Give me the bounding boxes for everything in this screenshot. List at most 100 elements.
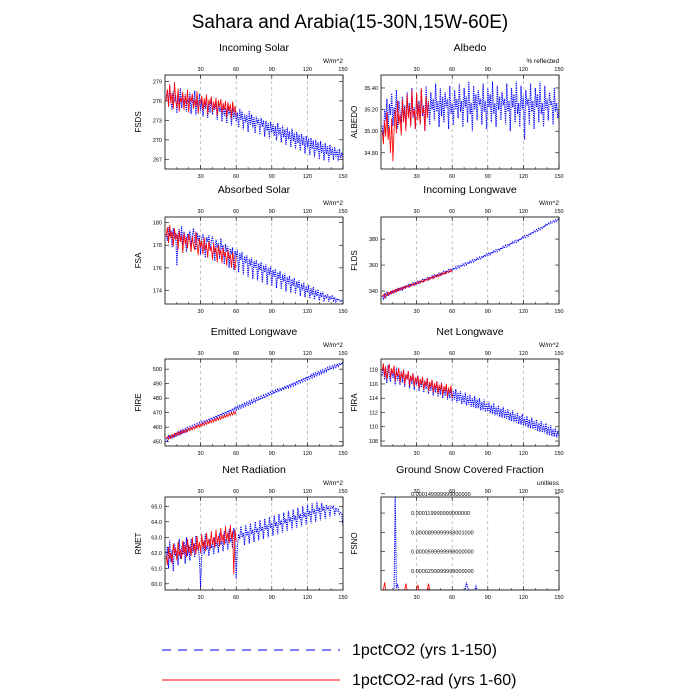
series-line-1pctco2 (382, 497, 559, 590)
x-tick-label-bottom: 30 (198, 595, 204, 601)
x-tick-label-bottom: 30 (414, 309, 420, 315)
x-tick-label-top: 60 (449, 67, 455, 73)
y-tick-label: 108 (369, 439, 378, 445)
x-tick-label-bottom: 30 (198, 451, 204, 457)
panel-title: Absorbed Solar (218, 184, 291, 196)
panel-ground-snow-covered-fraction: Ground Snow Covered Fraction unitless FSNO… (350, 464, 564, 601)
y-tick-label: 63.0 (151, 535, 162, 541)
panel-title: Net Longwave (436, 326, 503, 338)
x-tick-label-top: 120 (519, 67, 528, 73)
y-tick-label: 180 (153, 221, 162, 227)
x-tick-label-top: 120 (303, 489, 312, 495)
x-tick-label-top: 150 (554, 209, 563, 215)
series-line-1pctco2 (165, 501, 343, 587)
y-axis-label: FIRE (134, 393, 143, 411)
x-tick-label-bottom: 120 (519, 309, 528, 315)
series-line-1pctco2 (381, 365, 559, 438)
x-tick-label-top: 90 (269, 351, 275, 357)
x-tick-label-top: 60 (233, 209, 239, 215)
x-tick-label-top: 120 (303, 351, 312, 357)
series-line-1pctco2-rad (165, 524, 237, 575)
x-tick-label-bottom: 150 (554, 174, 563, 180)
units-label: W/m^2 (323, 342, 343, 349)
y-axis-label: ALBEDO (350, 106, 359, 138)
units-label: % reflected (526, 58, 559, 65)
x-tick-label-top: 30 (198, 351, 204, 357)
plot-frame (380, 358, 560, 447)
panel-absorbed-solar: Absorbed Solar W/m^2 FSA 30 30 60 60 90 90 120 120… (134, 184, 348, 315)
x-tick-label-top: 150 (554, 351, 563, 357)
x-tick-label-bottom: 120 (303, 174, 312, 180)
x-tick-label-bottom: 150 (554, 309, 563, 315)
y-tick-label: 273 (153, 118, 162, 124)
y-tick-label: 0.000149999999000000 (411, 492, 471, 498)
y-tick-label: 60.0 (151, 582, 162, 588)
x-tick-label-top: 150 (554, 489, 563, 495)
x-tick-label-bottom: 90 (269, 451, 275, 457)
x-tick-label-top: 150 (338, 209, 347, 215)
y-tick-label: 450 (153, 440, 162, 446)
x-tick-label-top: 120 (519, 489, 528, 495)
y-tick-label: 34.80 (364, 151, 378, 157)
y-tick-label: 35.40 (364, 86, 378, 92)
x-tick-label-top: 90 (485, 351, 491, 357)
x-tick-label-bottom: 30 (414, 174, 420, 180)
y-tick-label: 0.0000899999999001000 (411, 530, 474, 536)
x-tick-label-bottom: 60 (449, 595, 455, 601)
x-tick-label-bottom: 60 (449, 451, 455, 457)
x-tick-label-top: 120 (519, 209, 528, 215)
x-tick-label-top: 150 (338, 489, 347, 495)
units-label: W/m^2 (323, 480, 343, 487)
plot-frame (164, 358, 344, 447)
panel-net-radiation: Net Radiation W/m^2 RNET 30 30 60 60 90 90 120 120… (134, 464, 348, 601)
units-label: W/m^2 (539, 200, 559, 207)
units-label: W/m^2 (539, 342, 559, 349)
y-tick-label: 174 (153, 288, 162, 294)
y-axis-label: FSDS (134, 111, 143, 132)
x-tick-label-top: 150 (338, 351, 347, 357)
y-tick-label: 35.20 (364, 108, 378, 114)
y-tick-label: 0.0000299999999000000 (411, 569, 474, 575)
panel-title: Ground Snow Covered Fraction (396, 464, 544, 476)
plot-frame (164, 496, 344, 591)
y-axis-label: FLDS (350, 250, 359, 270)
x-tick-label-top: 60 (449, 209, 455, 215)
series-line-1pctco2-rad (165, 410, 237, 441)
x-tick-label-top: 30 (198, 209, 204, 215)
y-axis-label: RNET (134, 533, 143, 555)
series-line-1pctco2-rad (381, 87, 429, 162)
x-tick-label-bottom: 90 (269, 174, 275, 180)
x-tick-label-bottom: 120 (303, 309, 312, 315)
x-tick-label-top: 30 (198, 67, 204, 73)
units-label: W/m^2 (323, 58, 343, 65)
x-tick-label-top: 30 (414, 489, 420, 495)
x-tick-label-bottom: 30 (198, 309, 204, 315)
y-tick-label: 470 (153, 411, 162, 417)
x-tick-label-top: 90 (485, 67, 491, 73)
x-tick-label-bottom: 150 (338, 309, 347, 315)
legend: 1pctCO2 (yrs 1-150) 1pctCO2-rad (yrs 1-6… (162, 642, 517, 689)
panel-title: Albedo (454, 42, 487, 54)
y-tick-label: 267 (153, 157, 162, 163)
y-tick-label: 35.00 (364, 129, 378, 135)
y-tick-label: 500 (153, 367, 162, 373)
x-tick-label-bottom: 60 (449, 309, 455, 315)
x-tick-label-bottom: 90 (485, 451, 491, 457)
series-line-1pctco2 (381, 218, 559, 301)
units-label: unitless (537, 480, 560, 487)
x-tick-label-bottom: 150 (554, 451, 563, 457)
x-tick-label-top: 30 (414, 351, 420, 357)
series-line-1pctco2-rad (165, 82, 237, 119)
x-tick-label-top: 120 (303, 67, 312, 73)
x-tick-label-bottom: 90 (485, 174, 491, 180)
x-tick-label-top: 60 (233, 67, 239, 73)
y-tick-label: 340 (369, 289, 378, 295)
x-tick-label-top: 60 (449, 351, 455, 357)
x-tick-label-bottom: 60 (449, 174, 455, 180)
plot-frame (164, 74, 344, 170)
y-axis-label: FSNO (350, 532, 359, 554)
x-tick-label-bottom: 150 (338, 451, 347, 457)
series-line-1pctco2-rad (382, 582, 453, 590)
plot-frame (380, 74, 560, 170)
x-tick-label-top: 90 (269, 209, 275, 215)
